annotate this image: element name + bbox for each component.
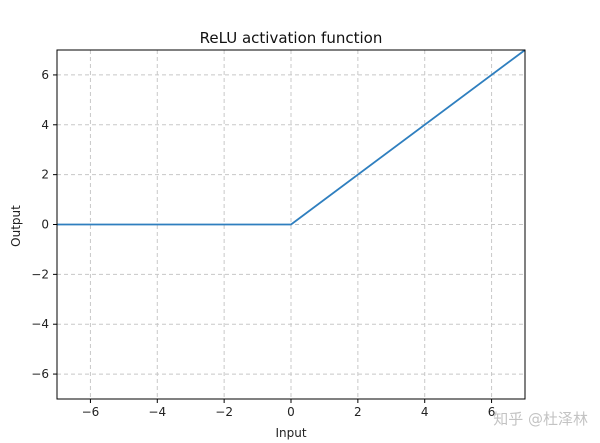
y-tick-label: −4 — [31, 317, 49, 331]
x-tick-label: −6 — [82, 405, 100, 419]
x-tick-label: 4 — [421, 405, 429, 419]
x-axis-label: Input — [275, 426, 306, 440]
series-layer — [57, 49, 526, 226]
x-tick-label: −4 — [148, 405, 166, 419]
y-tick-label: 6 — [41, 68, 49, 82]
relu-line — [57, 49, 526, 226]
y-tick-label: 4 — [41, 118, 49, 132]
y-tick-label: −2 — [31, 267, 49, 281]
grid-lines — [57, 50, 525, 399]
x-tick-label: −2 — [215, 405, 233, 419]
y-tick-label: −6 — [31, 367, 49, 381]
y-axis-label: Output — [9, 205, 23, 247]
tick-layer: −6 −4 −2 0 2 4 6 −6 −4 −2 0 2 4 6 — [31, 68, 495, 419]
y-tick-label: 0 — [41, 218, 49, 232]
y-tick-label: 2 — [41, 168, 49, 182]
chart-title: ReLU activation function — [200, 29, 383, 47]
x-tick-label: 0 — [287, 405, 295, 419]
x-tick-label: 6 — [488, 405, 496, 419]
x-tick-label: 2 — [354, 405, 362, 419]
watermark: 知乎 @杜泽林 — [493, 410, 588, 428]
